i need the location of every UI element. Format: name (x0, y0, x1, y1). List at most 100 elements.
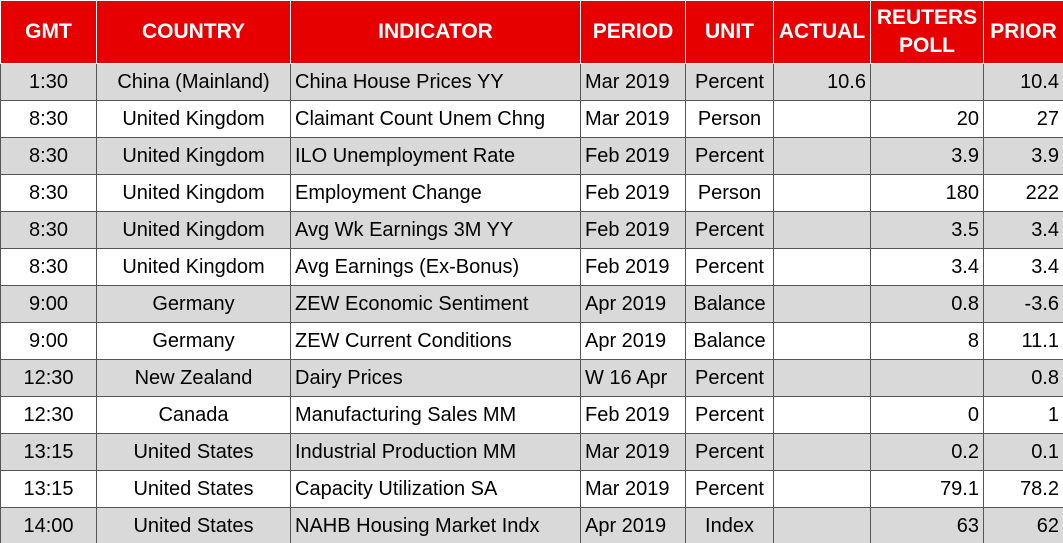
table-cell (773, 248, 871, 286)
table-cell: United Kingdom (96, 211, 291, 249)
table-cell: 10.4 (983, 63, 1063, 101)
table-cell: 8:30 (0, 137, 97, 175)
table-row: 8:30 United Kingdom Avg Wk Earnings 3M YY F… (0, 211, 1063, 249)
table-cell: 27 (983, 100, 1063, 138)
table-cell: China (Mainland) (96, 63, 291, 101)
table-cell: 3.9 (870, 137, 984, 175)
table-cell (773, 137, 871, 175)
table-row: 8:30 United Kingdom Employment Change Feb 2… (0, 174, 1063, 212)
table-cell: Percent (685, 63, 774, 101)
table-cell: 78.2 (983, 470, 1063, 508)
table-cell: 3.9 (983, 137, 1063, 175)
table-cell: Percent (685, 433, 774, 471)
table-cell: 0.2 (870, 433, 984, 471)
table-cell: ILO Unemployment Rate (290, 137, 581, 175)
table-cell (773, 470, 871, 508)
table-cell (870, 359, 984, 397)
table-cell: Feb 2019 (580, 211, 686, 249)
table-cell (870, 63, 984, 101)
table-cell: Index (685, 507, 774, 543)
table-cell: 63 (870, 507, 984, 543)
table-cell: Percent (685, 359, 774, 397)
table-row: 13:15 United States Industrial Production … (0, 433, 1063, 471)
table-row: 14:00 United States NAHB Housing Market In… (0, 507, 1063, 543)
table-cell: Mar 2019 (580, 433, 686, 471)
table-cell: Percent (685, 211, 774, 249)
table-cell: Dairy Prices (290, 359, 581, 397)
table-cell: Feb 2019 (580, 396, 686, 434)
table-cell: 13:15 (0, 470, 97, 508)
column-header: ACTUAL (773, 0, 871, 64)
table-cell: Person (685, 100, 774, 138)
column-header: PERIOD (580, 0, 686, 64)
table-cell: United Kingdom (96, 100, 291, 138)
table-cell: Avg Wk Earnings 3M YY (290, 211, 581, 249)
table-cell: Feb 2019 (580, 248, 686, 286)
table-cell: 8:30 (0, 211, 97, 249)
table-cell: Balance (685, 285, 774, 323)
table-cell (773, 322, 871, 360)
table-cell: Apr 2019 (580, 285, 686, 323)
table-cell: 0.8 (870, 285, 984, 323)
table-cell (773, 507, 871, 543)
table-cell: 3.5 (870, 211, 984, 249)
table-cell: Mar 2019 (580, 100, 686, 138)
table-cell: 0.8 (983, 359, 1063, 397)
table-cell: 0 (870, 396, 984, 434)
table-cell: Mar 2019 (580, 63, 686, 101)
table-cell: Employment Change (290, 174, 581, 212)
table-cell: 20 (870, 100, 984, 138)
table-cell: 10.6 (773, 63, 871, 101)
table-row: 13:15 United States Capacity Utilization S… (0, 470, 1063, 508)
table-cell: ZEW Economic Sentiment (290, 285, 581, 323)
table-cell: -3.6 (983, 285, 1063, 323)
table-row: 12:30 Canada Manufacturing Sales MM Feb 201… (0, 396, 1063, 434)
table-cell (773, 100, 871, 138)
table-cell: 12:30 (0, 359, 97, 397)
table-cell: 14:00 (0, 507, 97, 543)
table-cell: United Kingdom (96, 137, 291, 175)
table-cell: Mar 2019 (580, 470, 686, 508)
table-cell: 12:30 (0, 396, 97, 434)
table-cell: Feb 2019 (580, 137, 686, 175)
table-cell: 3.4 (983, 211, 1063, 249)
table-cell: United Kingdom (96, 248, 291, 286)
table-cell: Percent (685, 137, 774, 175)
table-cell: Apr 2019 (580, 322, 686, 360)
table-cell: 3.4 (870, 248, 984, 286)
table-cell: 222 (983, 174, 1063, 212)
table-cell: Percent (685, 248, 774, 286)
column-header: PRIOR (983, 0, 1063, 64)
table-cell (773, 433, 871, 471)
table-cell: 8 (870, 322, 984, 360)
table-row: 8:30 United Kingdom Avg Earnings (Ex-Bonus… (0, 248, 1063, 286)
table-cell: 9:00 (0, 285, 97, 323)
table-cell: 8:30 (0, 248, 97, 286)
table-cell: 0.1 (983, 433, 1063, 471)
table-cell: Feb 2019 (580, 174, 686, 212)
table-cell: 1:30 (0, 63, 97, 101)
table-cell: Apr 2019 (580, 507, 686, 543)
table-cell: 11.1 (983, 322, 1063, 360)
table-cell: Percent (685, 396, 774, 434)
table-cell: United States (96, 433, 291, 471)
column-header: UNIT (685, 0, 774, 64)
table-cell: 8:30 (0, 174, 97, 212)
table-cell (773, 285, 871, 323)
table-row: 8:30 United Kingdom ILO Unemployment Rate F… (0, 137, 1063, 175)
table-row: 12:30 New Zealand Dairy Prices W 16 Apr Perc… (0, 359, 1063, 397)
table-cell: W 16 Apr (580, 359, 686, 397)
table-cell: 79.1 (870, 470, 984, 508)
column-header: INDICATOR (290, 0, 581, 64)
table-cell: Canada (96, 396, 291, 434)
table-cell: ZEW Current Conditions (290, 322, 581, 360)
table-cell: China House Prices YY (290, 63, 581, 101)
table-row: 1:30 China (Mainland) China House Prices Y… (0, 63, 1063, 101)
table-cell (773, 396, 871, 434)
table-cell: 1 (983, 396, 1063, 434)
table-cell: Balance (685, 322, 774, 360)
table-row: 8:30 United Kingdom Claimant Count Unem Ch… (0, 100, 1063, 138)
table-row: 9:00 Germany ZEW Economic Sentiment Apr 201… (0, 285, 1063, 323)
